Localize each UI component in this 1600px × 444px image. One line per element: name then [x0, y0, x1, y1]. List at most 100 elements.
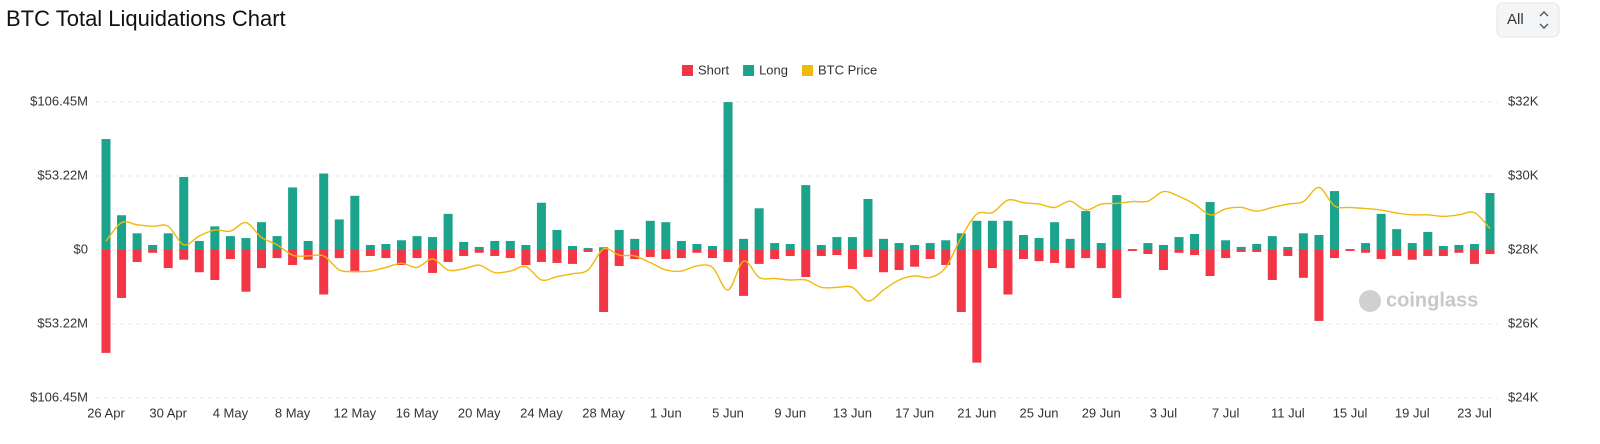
- legend-label: BTC Price: [818, 62, 877, 77]
- bar: [879, 250, 889, 273]
- bar: [894, 250, 904, 271]
- bar: [707, 245, 717, 250]
- bar: [1081, 211, 1091, 250]
- bar: [1283, 250, 1293, 256]
- range-select[interactable]: All: [1496, 2, 1560, 38]
- bar: [1065, 250, 1075, 269]
- bar: [490, 240, 500, 250]
- bar: [1143, 243, 1153, 250]
- bar: [1407, 250, 1417, 260]
- bar: [117, 215, 127, 250]
- bar: [1392, 229, 1402, 250]
- bar: [863, 198, 873, 250]
- x-tick-label: 3 Jul: [1150, 405, 1178, 420]
- bar: [956, 250, 966, 313]
- bar: [536, 202, 546, 250]
- bar: [1298, 250, 1308, 278]
- x-tick-label: 5 Jun: [712, 405, 744, 420]
- range-select-box[interactable]: [1496, 2, 1560, 38]
- bar: [1407, 243, 1417, 250]
- bar: [645, 250, 655, 257]
- bar: [1485, 250, 1495, 255]
- bar: [1034, 250, 1044, 262]
- bar: [723, 250, 733, 262]
- bar: [987, 250, 997, 269]
- bar: [925, 243, 935, 250]
- bar: [1096, 243, 1106, 250]
- x-tick-label: 7 Jul: [1212, 405, 1240, 420]
- x-tick-label: 17 Jun: [895, 405, 934, 420]
- bar: [583, 248, 593, 250]
- bar: [894, 243, 904, 250]
- x-tick-label: 28 May: [582, 405, 625, 420]
- bar: [801, 185, 811, 250]
- bar: [194, 250, 204, 273]
- bar: [459, 250, 469, 256]
- bar: [1376, 250, 1386, 260]
- legend-swatch: [743, 65, 755, 76]
- bar: [1469, 250, 1479, 264]
- bar: [1267, 236, 1277, 250]
- bar: [288, 250, 298, 266]
- range-select-chevron[interactable]: [1539, 11, 1549, 29]
- bar: [1003, 220, 1013, 250]
- bar: [941, 250, 951, 266]
- bar: [505, 250, 515, 259]
- bar: [521, 244, 531, 250]
- bar: [739, 250, 749, 296]
- bar: [1314, 234, 1324, 250]
- bar: [241, 238, 251, 250]
- bar: [1469, 244, 1479, 250]
- bar: [1205, 250, 1215, 276]
- y-tick-label: $106.45M: [30, 389, 88, 404]
- y2-tick-label: $24K: [1508, 389, 1539, 404]
- bar: [972, 220, 982, 250]
- range-select-label[interactable]: All: [1507, 11, 1524, 28]
- bar: [676, 240, 686, 250]
- bar: [692, 250, 702, 253]
- bar: [1438, 250, 1448, 256]
- bar: [1361, 250, 1371, 253]
- bar: [210, 250, 220, 281]
- bar: [1376, 213, 1386, 250]
- bar: [1236, 250, 1246, 252]
- bar: [847, 250, 857, 270]
- bar: [505, 240, 515, 250]
- bar: [1298, 233, 1308, 250]
- bar: [879, 238, 889, 250]
- bar: [194, 240, 204, 250]
- x-tick-label: 11 Jul: [1271, 405, 1305, 420]
- bar: [459, 241, 469, 250]
- bar: [1454, 244, 1464, 250]
- bar: [1034, 238, 1044, 250]
- bar: [832, 237, 842, 250]
- bar: [630, 250, 640, 260]
- bar: [614, 229, 624, 250]
- bar-series: [101, 250, 1495, 363]
- x-tick-label: 12 May: [333, 405, 376, 420]
- legend-label: Long: [759, 62, 788, 77]
- bar: [801, 250, 811, 277]
- bar: [847, 237, 857, 250]
- bar: [770, 243, 780, 250]
- bar: [910, 250, 920, 267]
- bar: [1190, 234, 1200, 250]
- x-tick-label: 26 Apr: [87, 405, 125, 420]
- bar: [723, 102, 733, 250]
- bar: [163, 250, 173, 269]
- x-tick-label: 15 Jul: [1333, 405, 1368, 420]
- bar: [816, 250, 826, 256]
- bar: [1018, 250, 1028, 260]
- bar: [225, 236, 235, 250]
- bar: [568, 245, 578, 250]
- legend-swatch: [682, 65, 693, 76]
- bar: [179, 177, 189, 250]
- bar: [272, 250, 282, 259]
- bar: [443, 250, 453, 262]
- bar: [1485, 192, 1495, 250]
- y-tick-label: $53.22M: [37, 167, 88, 182]
- bar: [288, 187, 298, 250]
- bar: [754, 208, 764, 250]
- bar: [1174, 237, 1184, 250]
